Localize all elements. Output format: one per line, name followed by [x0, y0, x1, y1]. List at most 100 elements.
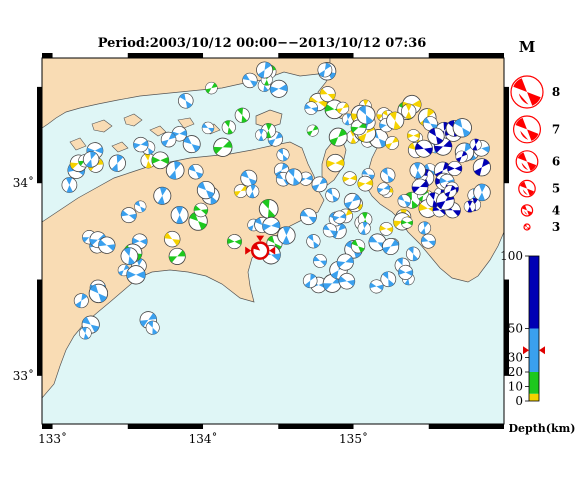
focal-mechanism: [82, 151, 100, 168]
focal-mechanism: [343, 192, 361, 210]
focal-mechanism: [151, 151, 170, 170]
magnitude-legend-label: 3: [552, 220, 560, 234]
magnitude-legend-label: 8: [552, 85, 560, 99]
focal-mechanism: [326, 153, 345, 173]
focal-mechanisms: [61, 61, 491, 340]
frame-bar-top: [127, 53, 204, 58]
focal-mechanism: [313, 253, 327, 268]
magnitude-legend-items: 8 7 6 5 4 3: [510, 75, 560, 234]
target-triangle-left: [245, 246, 252, 255]
focal-mechanism: [221, 120, 236, 135]
focal-mechanism: [193, 202, 209, 218]
magnitude-legend-ball: [523, 223, 531, 231]
focal-mechanism: [356, 105, 376, 125]
focal-mechanism: [245, 184, 260, 199]
focal-mechanism: [427, 127, 445, 145]
depth-label: 30: [508, 351, 523, 365]
focal-mechanism: [306, 124, 319, 137]
frame-bar-top: [42, 53, 53, 58]
magnitude-legend-ball: [520, 204, 534, 217]
focal-mechanism: [242, 72, 258, 89]
lon-tick-label: 134˚: [189, 431, 218, 446]
focal-mechanism: [420, 233, 436, 249]
focal-mechanism: [133, 136, 149, 153]
focal-mechanism: [108, 154, 126, 172]
focal-mechanism: [397, 194, 412, 208]
focal-mechanism: [338, 272, 356, 290]
focal-mechanism: [417, 221, 432, 235]
depth-band: [529, 372, 539, 394]
focal-mechanism: [163, 230, 181, 248]
focal-mechanism: [262, 216, 281, 235]
magnitude-legend-ball: [510, 75, 544, 109]
focal-mechanism: [170, 206, 189, 224]
frame-checker-bars: [37, 53, 509, 429]
depth-label: 0: [515, 394, 523, 408]
focal-mechanism: [382, 237, 400, 256]
focal-mechanism: [277, 226, 296, 245]
focal-mechanism: [213, 137, 233, 157]
frame-bar-left: [37, 279, 42, 376]
lon-tick-label: 135˚: [339, 431, 368, 446]
focal-mechanism: [145, 320, 160, 335]
focal-mechanism: [160, 131, 177, 148]
depth-marker-right-triangle: [539, 346, 545, 355]
focal-mechanism: [140, 153, 156, 169]
depth-label: 100: [500, 249, 523, 263]
focal-mechanism: [322, 223, 337, 238]
figure-title: Period:2003/10/12 00:00−−2013/10/12 07:3…: [98, 36, 427, 51]
depth-band: [529, 393, 539, 401]
focal-mechanism: [350, 239, 366, 254]
depth-band: [529, 256, 539, 329]
focal-mechanism: [126, 265, 146, 285]
focal-mechanism: [306, 234, 321, 249]
focal-mechanism: [299, 208, 317, 226]
magnitude-legend-label: 4: [552, 203, 560, 217]
frame-bar-bottom: [278, 424, 354, 429]
magnitude-legend-label: 6: [552, 155, 560, 169]
land-shodoshima: [255, 109, 283, 129]
depth-label: 20: [508, 365, 523, 379]
magnitude-legend-ball: [515, 150, 539, 174]
focal-mechanism: [452, 118, 472, 138]
lat-tick-label: 33˚: [13, 368, 34, 383]
focal-mechanism: [401, 103, 417, 119]
focal-mechanism: [473, 183, 491, 202]
frame-bar-right: [504, 86, 509, 184]
focal-mechanism: [188, 163, 204, 180]
magnitude-legend-ball: [513, 115, 541, 144]
focal-mechanism: [285, 168, 303, 186]
focal-mechanism: [258, 199, 279, 219]
focal-mechanism: [401, 216, 413, 229]
focal-mechanism: [369, 279, 384, 294]
frame-bar-top: [278, 53, 354, 58]
focal-mechanism: [256, 61, 274, 79]
focal-mechanism: [386, 111, 405, 130]
focal-mechanism: [342, 171, 358, 186]
focal-mechanism: [234, 107, 250, 123]
focal-mechanism: [411, 178, 429, 196]
focal-mechanism: [311, 176, 328, 193]
focal-mechanism: [78, 326, 92, 340]
focal-mechanism: [178, 93, 194, 109]
target-triangle-right: [269, 246, 276, 255]
lat-tick-label: 34˚: [13, 175, 34, 190]
focal-mechanism: [255, 128, 268, 142]
target-event: [245, 235, 276, 260]
focal-mechanism: [120, 207, 137, 224]
focal-mechanism: [409, 162, 426, 179]
magnitude-legend: M 8 7 6 5 4 3: [510, 38, 560, 234]
focal-mechanism: [196, 180, 216, 200]
depth-colorbar: [528, 255, 540, 402]
focal-mechanism: [472, 158, 491, 177]
focal-mechanism: [319, 86, 336, 103]
depth-label: 50: [508, 322, 523, 336]
focal-mechanism: [444, 185, 457, 198]
land-honshu-chugoku: [42, 58, 331, 129]
focal-mechanism: [240, 169, 258, 187]
focal-mechanism: [120, 247, 139, 265]
target-triangle-top: [256, 235, 265, 242]
